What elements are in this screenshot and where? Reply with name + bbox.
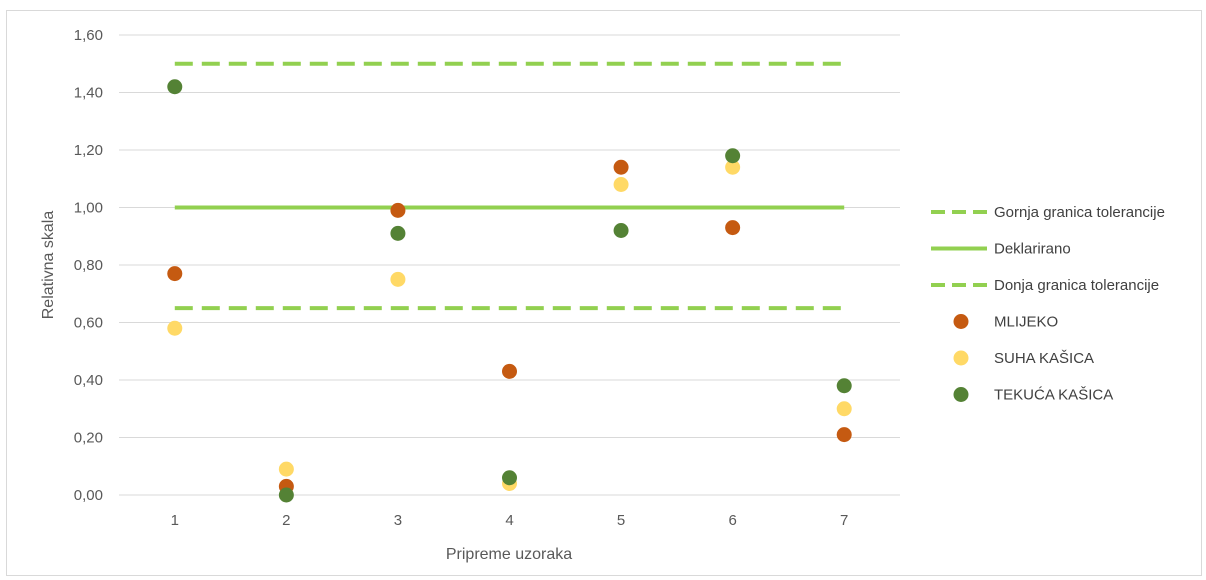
legend: Gornja granica tolerancije Deklarirano Don… xyxy=(931,204,1165,404)
reference-lines xyxy=(174,61,845,311)
y-tick-label: 0,80 xyxy=(74,257,103,274)
point-series-1 xyxy=(836,427,852,443)
y-tick-label: 0,20 xyxy=(74,430,103,447)
point-series-3 xyxy=(278,487,294,503)
point-series-3 xyxy=(613,223,629,238)
point-series-1 xyxy=(167,266,183,282)
x-tick-label: 2 xyxy=(282,512,290,529)
gridlines xyxy=(119,34,900,496)
legend-label: SUHA KAŠICA xyxy=(994,350,1094,367)
y-tick-label: 1,00 xyxy=(74,200,103,217)
y-tick-label: 1,20 xyxy=(74,142,103,159)
legend-label: Deklarirano xyxy=(994,241,1071,258)
x-tick-label: 5 xyxy=(617,512,625,529)
y-axis-title: Relativna skala xyxy=(40,211,57,320)
x-tick-labels: 1 2 3 4 5 6 7 xyxy=(171,512,849,529)
legend-point-marker xyxy=(953,350,969,366)
legend-point-marker xyxy=(953,314,969,329)
point-series-1 xyxy=(613,159,629,175)
point-series-2 xyxy=(725,159,741,175)
x-tick-label: 3 xyxy=(394,512,402,529)
legend-label: TEKUĆA KAŠICA xyxy=(994,387,1113,404)
point-series-1 xyxy=(502,363,517,379)
data-points xyxy=(167,79,852,503)
point-series-3 xyxy=(725,148,741,164)
point-series-3 xyxy=(502,470,517,486)
y-tick-label: 0,40 xyxy=(74,372,103,389)
point-series-3 xyxy=(167,79,183,95)
legend-label: Gornja granica tolerancije xyxy=(994,204,1165,221)
y-tick-label: 0,00 xyxy=(74,487,103,504)
x-tick-label: 1 xyxy=(171,512,179,529)
point-series-2 xyxy=(278,461,294,477)
point-series-2 xyxy=(613,177,629,192)
point-series-2 xyxy=(390,271,406,287)
x-axis-title: Pripreme uzoraka xyxy=(446,546,572,563)
x-tick-label: 6 xyxy=(728,512,736,529)
point-series-1 xyxy=(390,202,406,218)
y-tick-label: 1,40 xyxy=(74,85,103,102)
chart-frame xyxy=(6,10,1202,576)
point-series-3 xyxy=(836,378,852,394)
point-series-2 xyxy=(167,320,183,336)
point-series-2 xyxy=(836,401,852,417)
legend-label: Donja granica tolerancije xyxy=(994,277,1159,294)
x-tick-label: 4 xyxy=(505,512,513,529)
point-series-1 xyxy=(725,220,741,236)
legend-point-marker xyxy=(953,387,969,402)
x-tick-label: 7 xyxy=(840,512,848,529)
y-tick-label: 1,60 xyxy=(74,27,103,44)
y-tick-labels: 0,00 0,20 0,40 0,60 0,80 1,00 1,20 1,40 1,60 xyxy=(74,27,103,504)
y-tick-label: 0,60 xyxy=(74,315,103,332)
legend-label: MLIJEKO xyxy=(994,314,1058,331)
point-series-3 xyxy=(390,225,406,241)
